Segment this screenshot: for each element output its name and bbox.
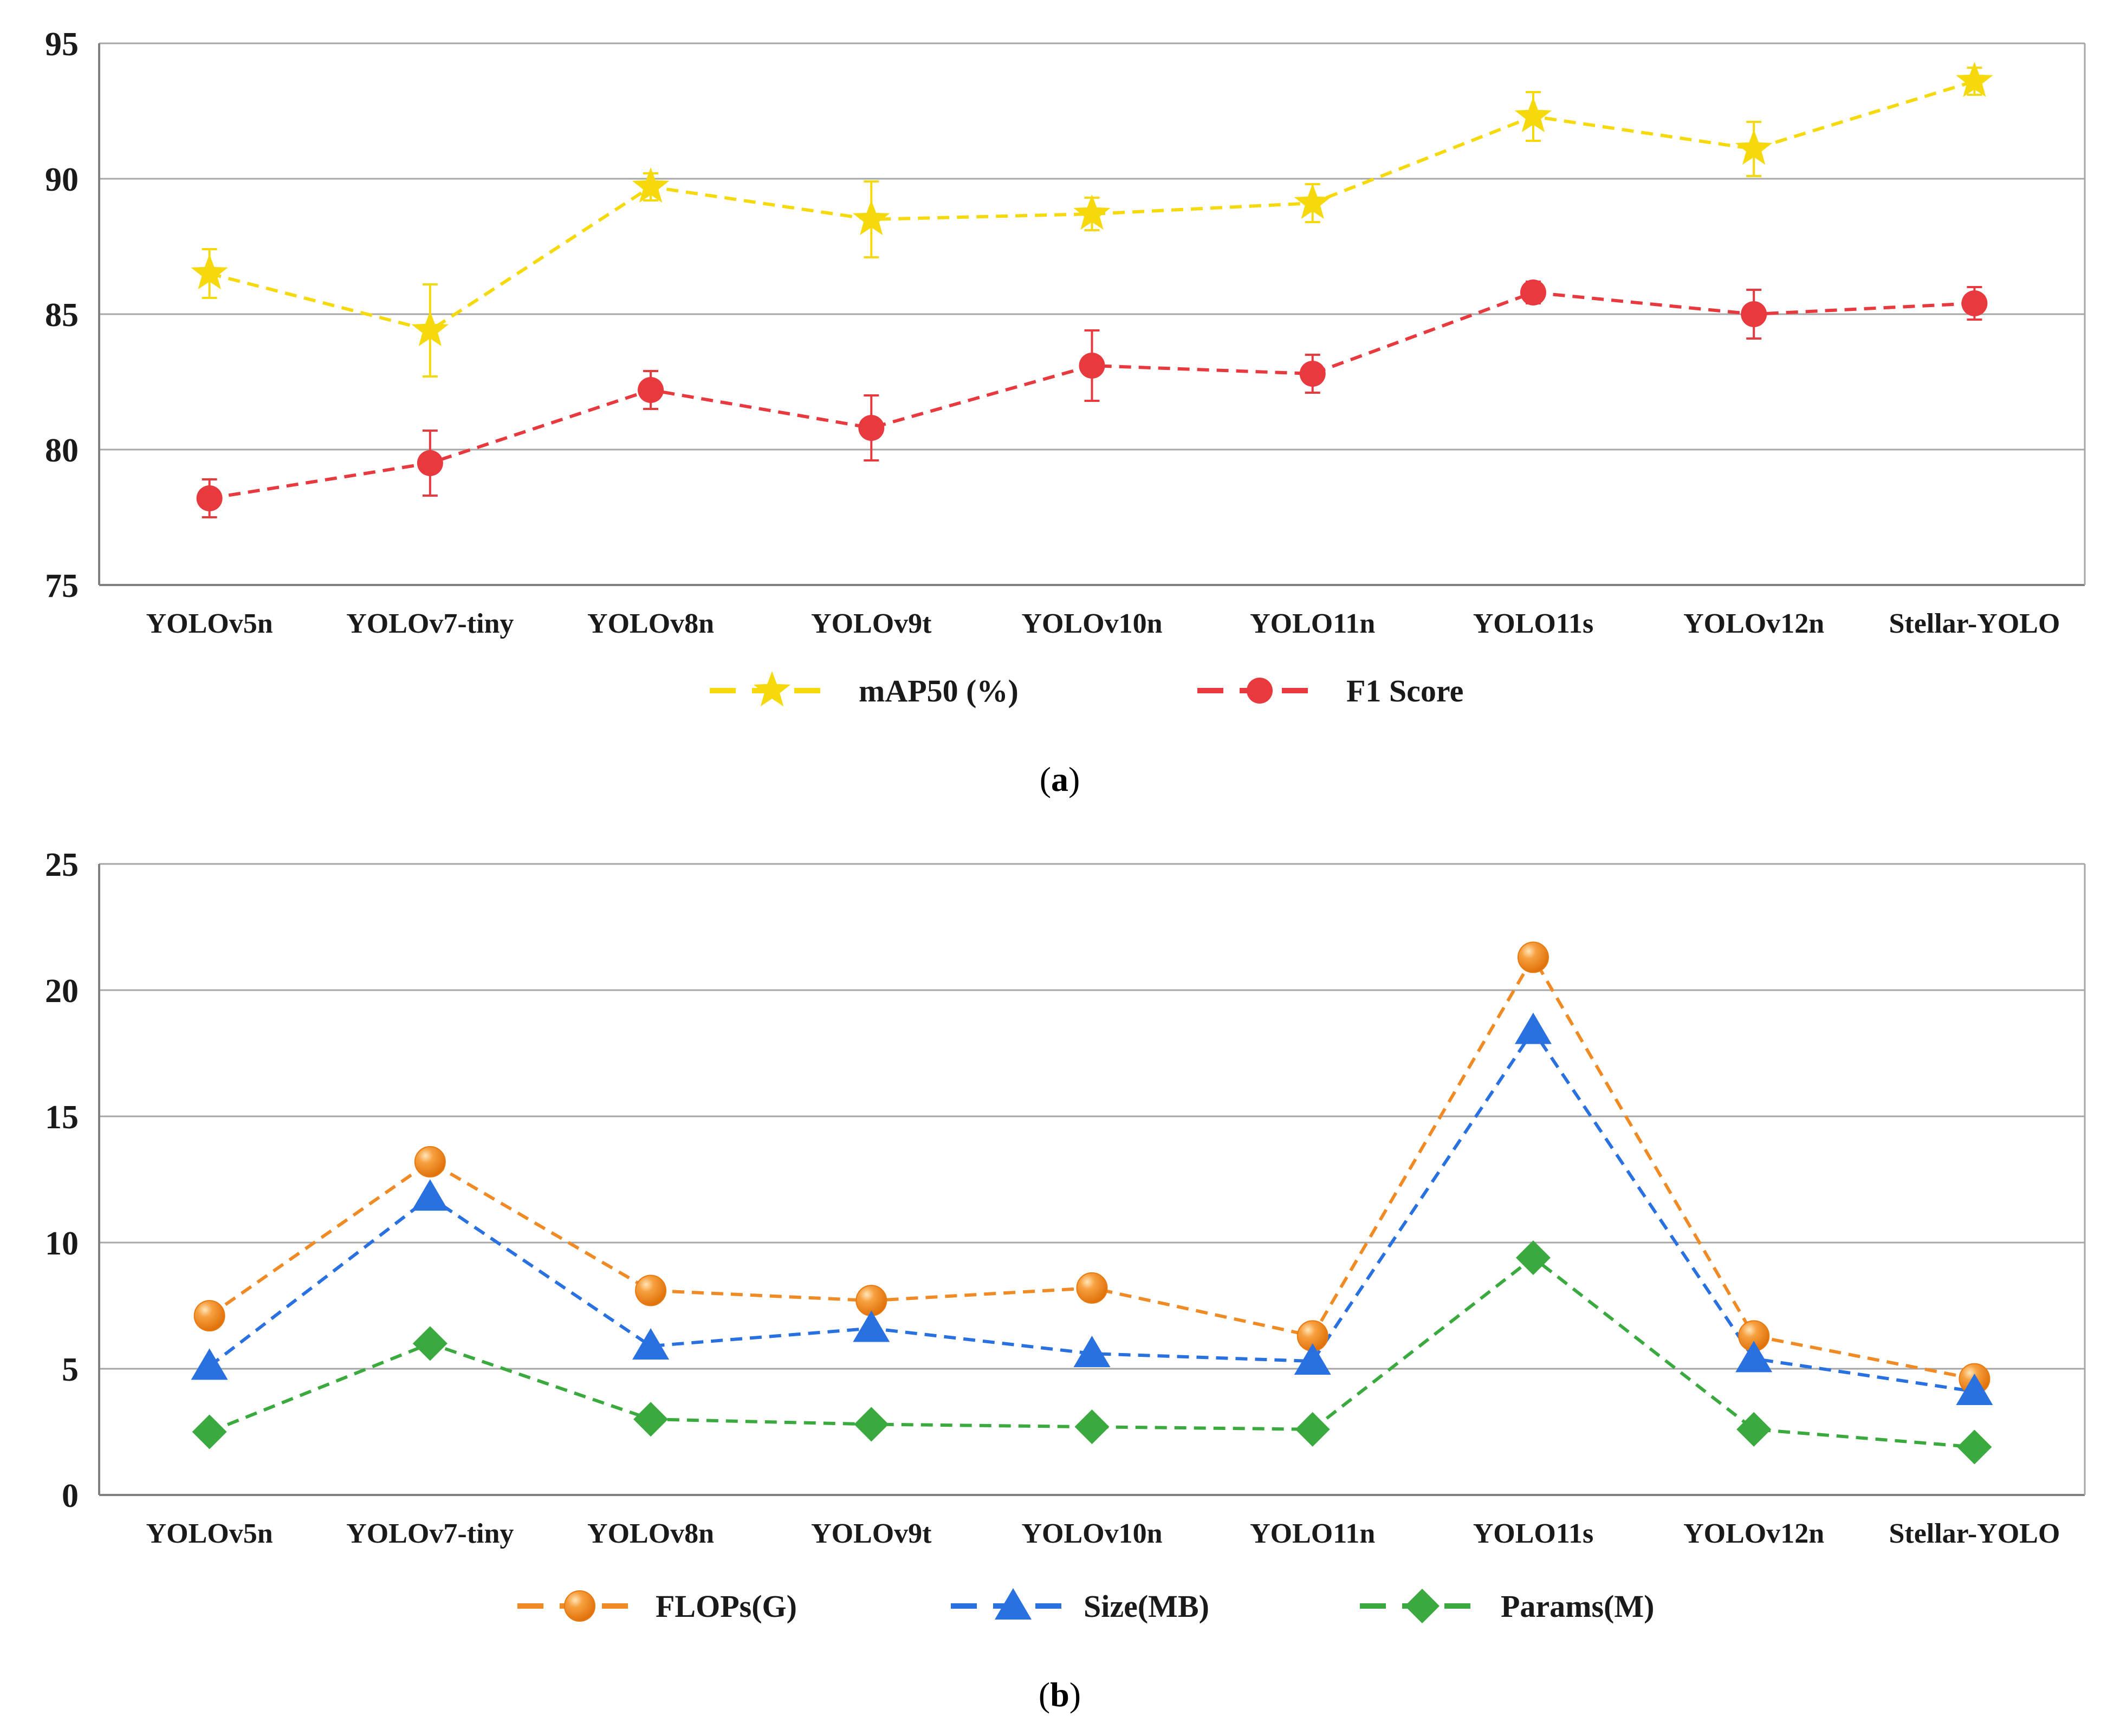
panel-label: (b) <box>1039 1675 1081 1714</box>
chart-panel-b: 0 5 10 15 20 25 YOLOv5n YOLOv7-tiny YOLOv8n YOLOv… <box>45 847 2086 1714</box>
data-point-params-m- <box>1295 1412 1330 1447</box>
x-tick-label: YOLO11s <box>1473 1518 1594 1549</box>
legend-item-flops-g-: FLOPs(G) <box>517 1589 797 1624</box>
data-point-f1-score <box>196 485 223 511</box>
legend-marker <box>1405 1589 1440 1623</box>
data-point-params-m- <box>1736 1412 1772 1447</box>
y-tick-label: 15 <box>45 1099 79 1136</box>
x-tick-label: YOLOv9t <box>811 1518 932 1549</box>
x-tick-label: YOLOv10n <box>1021 1518 1162 1549</box>
x-tick-label: YOLOv8n <box>587 1518 714 1549</box>
data-point-size-mb- <box>1735 1341 1773 1373</box>
legend-label: FLOPs(G) <box>656 1589 797 1624</box>
data-point-params-m- <box>412 1326 448 1361</box>
y-tick-label: 0 <box>62 1478 79 1514</box>
data-point-map50- <box>632 167 670 203</box>
x-tick-label: YOLOv7-tiny <box>346 608 514 639</box>
data-point-f1-score <box>1299 361 1326 387</box>
x-tick-label: YOLOv10n <box>1021 608 1162 639</box>
x-tick-label: YOLO11n <box>1250 608 1375 639</box>
data-point-map50- <box>1514 97 1552 133</box>
data-point-f1-score <box>1741 301 1767 327</box>
series-line-map50- <box>209 80 1975 333</box>
x-tick-label: YOLOv9t <box>811 608 932 639</box>
data-point-size-mb- <box>1514 1012 1552 1044</box>
data-point-f1-score <box>1079 353 1105 379</box>
data-point-params-m- <box>854 1407 889 1442</box>
data-point-params-m- <box>1074 1409 1110 1445</box>
legend-label: Size(MB) <box>1084 1589 1209 1624</box>
y-tick-label: 80 <box>45 432 79 469</box>
data-point-map50- <box>1735 129 1773 165</box>
data-point-flops-g- <box>414 1146 446 1178</box>
x-tick-label: Stellar-YOLO <box>1889 1518 2060 1549</box>
y-tick-label: 85 <box>45 297 79 334</box>
y-tick-label: 25 <box>45 847 79 883</box>
data-point-map50- <box>853 200 890 236</box>
data-point-map50- <box>191 254 228 290</box>
x-tick-label: YOLOv5n <box>146 1518 273 1549</box>
legend-label: Params(M) <box>1501 1589 1654 1624</box>
data-point-size-mb- <box>1294 1343 1331 1375</box>
data-point-size-mb- <box>1956 1373 1993 1405</box>
x-tick-label: YOLOv5n <box>146 608 273 639</box>
data-point-params-m- <box>633 1402 669 1437</box>
data-point-size-mb- <box>191 1348 228 1380</box>
data-point-flops-g- <box>1076 1272 1108 1304</box>
data-point-flops-g- <box>635 1275 667 1306</box>
y-tick-label: 10 <box>45 1225 79 1262</box>
data-point-map50- <box>1073 194 1111 230</box>
data-point-flops-g- <box>193 1300 225 1332</box>
data-point-size-mb- <box>1073 1336 1111 1368</box>
legend-marker <box>1247 678 1273 704</box>
x-tick-label: YOLOv7-tiny <box>346 1518 514 1549</box>
data-point-params-m- <box>192 1414 227 1449</box>
data-point-size-mb- <box>632 1328 670 1360</box>
y-tick-label: 5 <box>62 1351 79 1388</box>
data-point-f1-score <box>417 450 443 476</box>
series-line-params-m- <box>209 1256 1975 1449</box>
x-tick-label: YOLOv8n <box>587 608 714 639</box>
legend-label: F1 Score <box>1346 673 1463 708</box>
data-point-map50- <box>411 311 449 347</box>
data-point-flops-g- <box>1517 941 1549 973</box>
legend-item-map50-: mAP50 (%) <box>710 671 1019 708</box>
x-tick-label: YOLO11n <box>1250 1518 1375 1549</box>
chart-panel-a: 75 80 85 90 95 YOLOv5n YOLOv7-tiny YOLOv8n YOLOv… <box>45 26 2086 798</box>
legend-item-params-m-: Params(M) <box>1360 1589 1654 1624</box>
data-point-size-mb- <box>411 1179 449 1211</box>
panel-label: (a) <box>1040 760 1080 798</box>
x-tick-label: Stellar-YOLO <box>1889 608 2060 639</box>
series-line-flops-g- <box>208 954 1975 1381</box>
data-point-params-m- <box>1515 1240 1551 1275</box>
data-point-f1-score <box>638 377 664 403</box>
legend-marker <box>753 671 791 707</box>
legend-label: mAP50 (%) <box>859 673 1019 708</box>
x-tick-label: YOLOv12n <box>1683 1518 1824 1549</box>
y-tick-label: 20 <box>45 973 79 1010</box>
legend-marker <box>995 1588 1032 1620</box>
data-point-f1-score <box>1961 290 1988 316</box>
legend-item-f1-score: F1 Score <box>1197 673 1463 708</box>
x-tick-label: YOLOv12n <box>1683 608 1824 639</box>
data-point-f1-score <box>858 415 885 441</box>
y-tick-label: 75 <box>45 568 79 604</box>
data-point-params-m- <box>1957 1429 1992 1465</box>
y-tick-label: 90 <box>45 161 79 198</box>
data-point-size-mb- <box>853 1310 890 1342</box>
y-tick-label: 95 <box>45 26 79 63</box>
data-point-map50- <box>1294 184 1331 219</box>
x-tick-label: YOLO11s <box>1473 608 1594 639</box>
legend-marker <box>564 1590 595 1622</box>
data-point-f1-score <box>1520 279 1546 305</box>
legend-item-size-mb-: Size(MB) <box>951 1588 1209 1624</box>
data-point-map50- <box>1956 62 1993 97</box>
